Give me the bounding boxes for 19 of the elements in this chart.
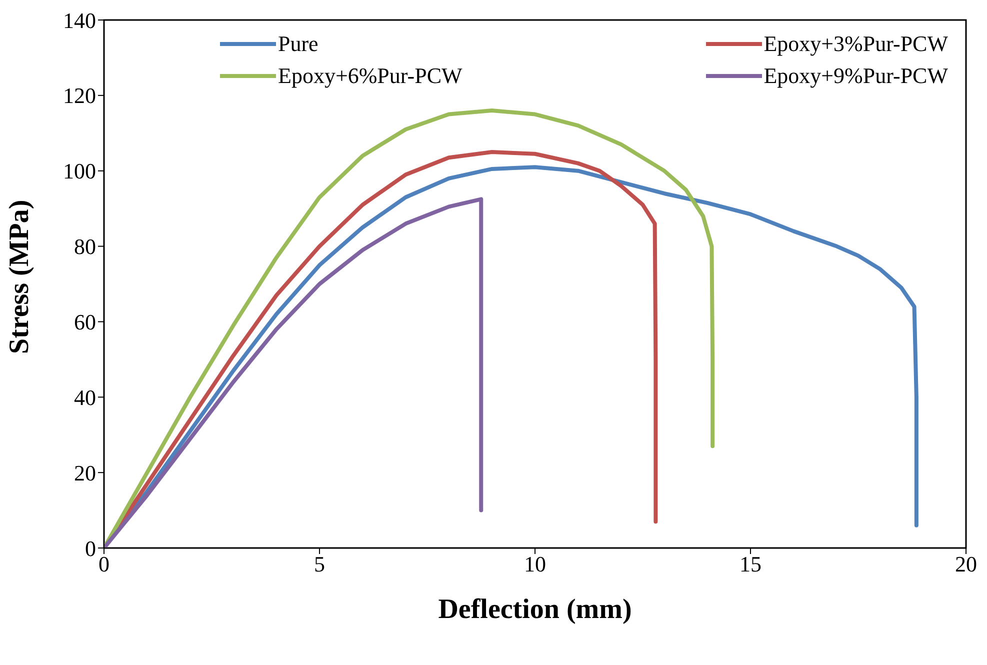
x-tick-label: 15	[740, 552, 762, 577]
x-tick-label: 10	[524, 552, 546, 577]
y-tick-label: 0	[85, 536, 96, 561]
y-tick-label: 40	[74, 384, 96, 410]
y-tick-label: 60	[74, 310, 96, 335]
x-axis-title: Deflection (mm)	[438, 594, 632, 625]
legend-label: Epoxy+3%Pur-PCW	[764, 30, 948, 58]
y-tick-label: 20	[74, 460, 96, 486]
y-tick-label: 140	[63, 8, 96, 33]
y-tick-label: 120	[63, 83, 96, 108]
legend-label: Epoxy+6%Pur-PCW	[278, 62, 462, 90]
x-tick-label: 20	[955, 552, 977, 577]
y-tick-label: 80	[74, 234, 96, 260]
y-axis-title: Stress (MPa)	[4, 200, 35, 354]
legend-label: Pure	[278, 30, 318, 58]
x-tick-label: 5	[314, 552, 325, 577]
line-series	[104, 197, 484, 548]
y-tick-label: 100	[63, 158, 96, 184]
legend-label: Epoxy+9%Pur-PCW	[764, 62, 948, 90]
